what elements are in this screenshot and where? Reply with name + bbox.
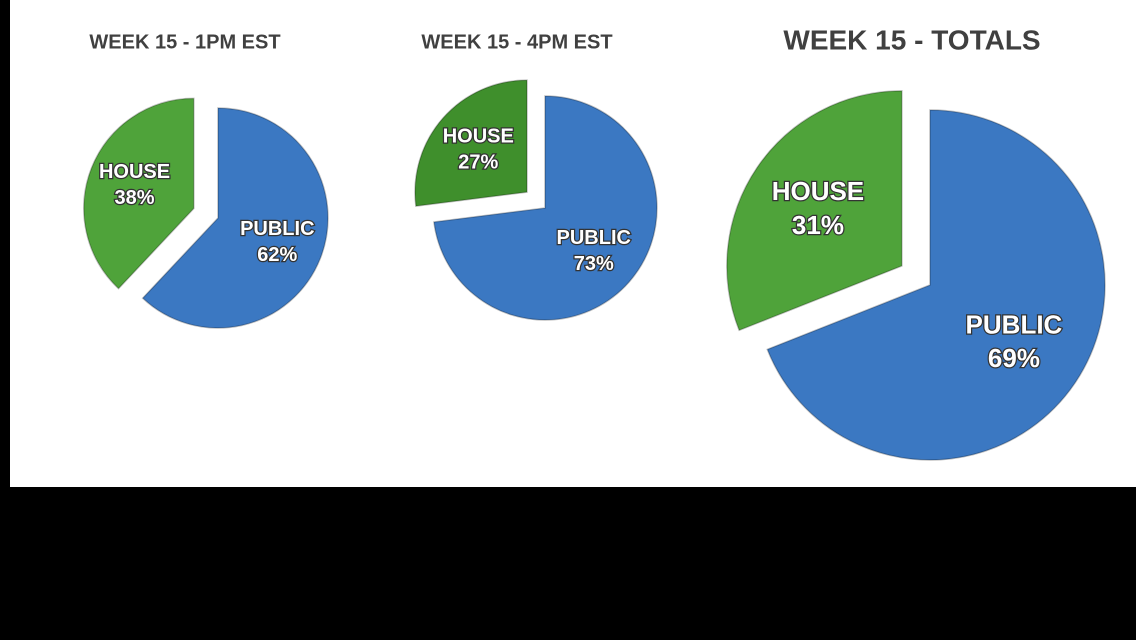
chart-title: WEEK 15 - TOTALS [783, 24, 1040, 55]
slice-category-label: HOUSE [99, 161, 170, 183]
slice-value-label: 38% [114, 187, 154, 209]
slice-value-label: 69% [988, 343, 1040, 373]
slice-value-label: 62% [257, 244, 297, 266]
slice-category-label: PUBLIC [240, 218, 314, 240]
pie-slice [433, 95, 658, 321]
slice-category-label: PUBLIC [557, 227, 631, 249]
pie-slice [766, 109, 1106, 461]
pie-slice [83, 97, 195, 290]
slice-value-label: 73% [574, 253, 614, 275]
chart-title: WEEK 15 - 4PM EST [421, 31, 612, 53]
slice-category-label: HOUSE [443, 125, 514, 147]
slice-value-label: 27% [458, 151, 498, 173]
slice-category-label: PUBLIC [966, 309, 1063, 339]
chart-title: WEEK 15 - 1PM EST [89, 31, 280, 53]
slice-value-label: 31% [792, 210, 844, 240]
pie-slice [726, 90, 903, 332]
pie-slice [414, 79, 528, 208]
slice-category-label: HOUSE [772, 176, 864, 206]
pie-slice [141, 107, 329, 329]
